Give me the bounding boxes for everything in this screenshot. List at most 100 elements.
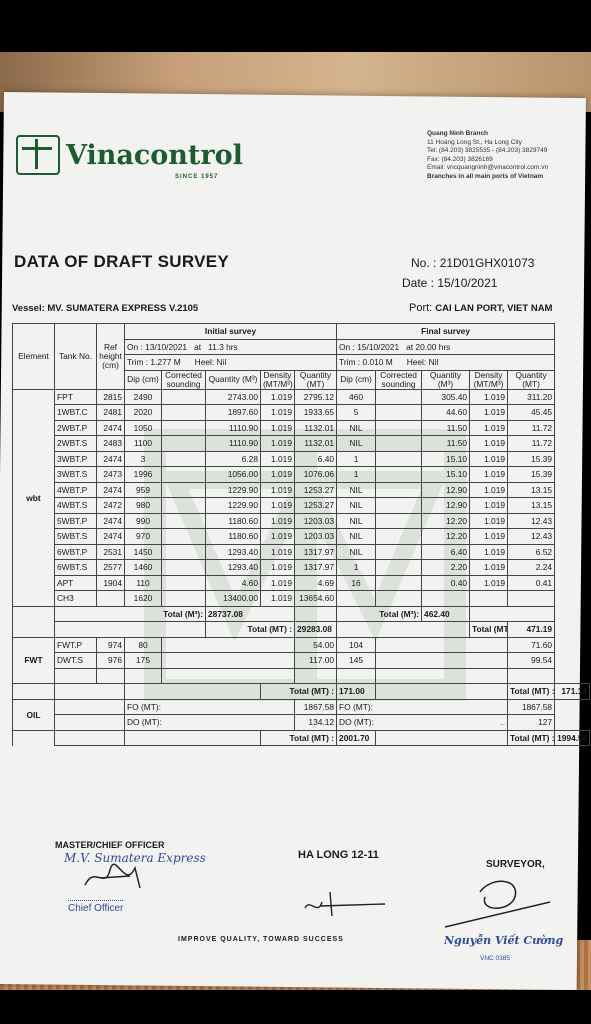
- port-line: Port: CAI LAN PORT, VIET NAM: [409, 302, 552, 314]
- wbt-cell-f-m3: 12.90: [421, 481, 471, 498]
- surveyor-label: SURVEYOR,: [486, 859, 545, 870]
- trim-label: Trim :: [339, 357, 361, 368]
- doc-number-value: 21D01GHX01073: [439, 256, 535, 270]
- wbt-cell-i-den: 1.019: [260, 559, 295, 576]
- final-do-dash: ..: [500, 717, 506, 728]
- wbt-cell-f-m3: 305.40: [421, 388, 471, 405]
- wbt-cell-i-dip: 970: [124, 528, 162, 545]
- wbt-cell-i-den: 1.019: [260, 450, 295, 467]
- wbt-cell-f-dip: NIL: [336, 512, 377, 529]
- surveyor-code: VNC 0385: [480, 955, 510, 962]
- wbt-cell-corrected: [375, 388, 423, 405]
- wbt-cell-f-mt: 12.43: [507, 512, 556, 529]
- final-do: 127: [507, 714, 556, 731]
- wbt-cell-i-m3: 1229.90: [205, 497, 261, 514]
- wbt-cell-i-den: 1.019: [260, 543, 295, 560]
- master-label: MASTER/CHIEF OFFICER: [55, 840, 165, 850]
- wbt-cell-i-dip: 980: [124, 497, 162, 514]
- wbt-cell-f-dip: NIL: [336, 419, 377, 436]
- wbt-cell-f-dip: NIL: [336, 543, 377, 560]
- doc-date-label: Date :: [402, 276, 435, 290]
- wbt-cell-f-m3: 15.10: [421, 466, 471, 483]
- wbt-cell-f-m3: 11.50: [421, 435, 471, 452]
- wbt-cell-tank: 6WBT.S: [54, 559, 97, 576]
- wbt-row: 1WBT.C 2481 2020 1897.60 1.019 1933.65 5 44.60 1…: [13, 404, 590, 421]
- wbt-cell-f-den: 1.019: [469, 543, 509, 560]
- middle-signature-icon: [304, 891, 386, 917]
- wbt-cell-tank: 5WBT.P: [54, 512, 97, 529]
- wbt-cell-f-mt: 11.72: [507, 419, 556, 436]
- wbt-cell-tank: FPT: [54, 388, 97, 405]
- surveyor-signature-icon: [444, 880, 551, 928]
- wbt-cell-tank: 5WBT.S: [54, 528, 97, 545]
- wbt-cell-tank: 2WBT.P: [54, 419, 97, 436]
- final-trim: 0.010 M: [362, 357, 393, 368]
- wbt-cell-f-m3: 15.10: [421, 450, 471, 467]
- wbt-cell-f-den: 1.019: [469, 481, 509, 498]
- wbt-cell-tank: 6WBT.P: [54, 543, 97, 560]
- wbt-cell-corrected: [161, 419, 206, 436]
- vessel-value: MV. SUMATERA EXPRESS V.2105: [47, 303, 199, 314]
- wbt-cell-f-dip: 1: [336, 466, 377, 483]
- wbt-cell-f-mt: 0.41: [507, 574, 556, 591]
- fwt-ref: 974: [96, 636, 125, 653]
- wbt-row: 6WBT.S 2577 1460 1293.40 1.019 1317.97 1 2.20 1.…: [13, 559, 590, 576]
- master-signature-icon: [84, 863, 141, 889]
- doc-number-label: No. :: [411, 256, 437, 270]
- wbt-cell-f-m3: 44.60: [421, 404, 471, 421]
- company-since: SINCE 1957: [175, 174, 219, 180]
- ship-stamp: M.V. Sumatera Express: [64, 851, 206, 865]
- wbt-cell-corrected: [375, 419, 423, 436]
- wbt-cell-corrected: [375, 466, 423, 483]
- wbt-cell-f-m3: 12.20: [421, 528, 471, 545]
- wbt-cell-f-mt: 12.43: [507, 528, 556, 545]
- wbt-initial-total-m3: 28737.08: [205, 605, 295, 622]
- wbt-cell-i-dip: 3: [124, 450, 162, 467]
- wbt-cell-f-den: 1.019: [469, 388, 509, 405]
- fwt-ref: 976: [96, 652, 125, 669]
- wbt-row: 2WBT.S 2483 1100 1110.90 1.019 1132.01 NIL 11.5…: [13, 435, 590, 452]
- hrs-label: hrs: [438, 341, 451, 352]
- on-label: On :: [127, 341, 143, 352]
- wbt-cell-i-dip: 2490: [124, 388, 162, 405]
- wbt-cell-corrected: [375, 574, 423, 591]
- wbt-cell-f-den: 1.019: [469, 512, 509, 529]
- wbt-cell-i-m3: 1110.90: [205, 435, 261, 452]
- wbt-cell-f-mt: [507, 590, 556, 607]
- header-final-survey: Final survey: [336, 323, 556, 340]
- wbt-cell-f-mt: 45.45: [507, 404, 556, 421]
- wbt-row: 2WBT.P 2474 1050 1110.90 1.019 1132.01 NIL 11.5…: [13, 419, 590, 436]
- wbt-cell-ref: 2473: [96, 466, 125, 483]
- wbt-final-total-mt: 471.19: [507, 621, 556, 638]
- wbt-cell-i-dip: 990: [124, 512, 162, 529]
- wbt-cell-f-mt: 15.39: [507, 466, 556, 483]
- wbt-cell-f-den: 1.019: [469, 559, 509, 576]
- fwt-final-dip: 104: [336, 636, 377, 653]
- wbt-cell-i-den: 1.019: [260, 590, 295, 607]
- wbt-cell-i-m3: 1110.90: [205, 419, 261, 436]
- wbt-cell-i-den: 1.019: [260, 512, 295, 529]
- wbt-cell-corrected: [375, 450, 423, 467]
- wbt-final-total-mt-label: Total (MT) :: [469, 621, 509, 638]
- wbt-cell-ref: 2474: [96, 450, 125, 467]
- wbt-cell-f-m3: 2.20: [421, 559, 471, 576]
- fwt-final-total-label: Total (MT) :: [507, 683, 556, 700]
- wbt-cell-tank: APT: [54, 574, 97, 591]
- wbt-cell-corrected: [161, 497, 206, 514]
- oil-initial-total: 2001.70: [336, 729, 377, 746]
- wbt-row: 6WBT.P 2531 1450 1293.40 1.019 1317.97 NIL 6.40…: [13, 543, 590, 560]
- surveyor-name: Nguyễn Viết Cường: [444, 934, 564, 947]
- wbt-cell-i-mt: 1317.97: [293, 543, 338, 560]
- wbt-cell-ref: 2474: [96, 481, 125, 498]
- wbt-cell-f-mt: 15.39: [507, 450, 556, 467]
- wbt-cell-f-mt: 13.15: [507, 497, 556, 514]
- initial-fo: 1867.58: [293, 698, 338, 715]
- wbt-cell-i-dip: 1460: [124, 559, 162, 576]
- wbt-cell-f-mt: 13.15: [507, 481, 556, 498]
- wbt-cell-f-m3: 12.20: [421, 512, 471, 529]
- wbt-cell-f-mt: 2.24: [507, 559, 556, 576]
- wbt-row: wbt FPT 2815 2490 2743.00 1.019 2795.12 460 305.…: [12, 388, 590, 607]
- wbt-cell-i-den: 1.019: [260, 497, 295, 514]
- wbt-cell-i-mt: 1203.03: [293, 512, 338, 529]
- wbt-total-m3-label: Total (M³):: [54, 605, 206, 622]
